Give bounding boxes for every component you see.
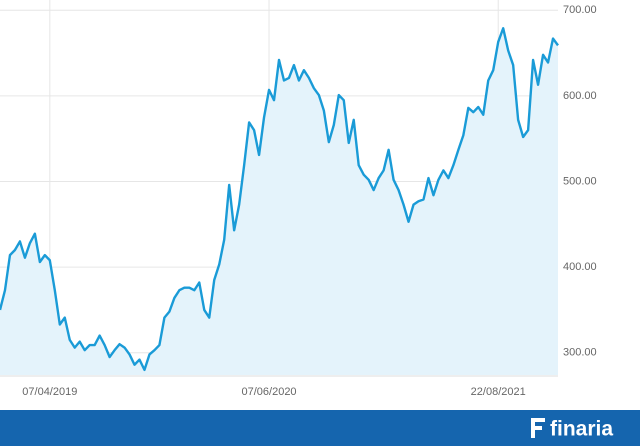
y-tick-label: 500.00 — [563, 175, 597, 187]
y-tick-label: 700.00 — [563, 4, 597, 16]
price-line — [0, 27, 559, 372]
y-tick-label: 400.00 — [563, 261, 597, 273]
area-fill — [0, 28, 558, 375]
brand-logo — [531, 418, 545, 438]
logo-bar — [531, 426, 542, 430]
x-tick-label: 07/04/2019 — [22, 386, 77, 398]
y-tick-label: 600.00 — [563, 90, 597, 102]
x-tick-label: 22/08/2021 — [471, 386, 526, 398]
brand-name: finaria — [550, 418, 613, 441]
footer-bar — [0, 410, 640, 446]
x-tick-label: 07/06/2020 — [242, 386, 297, 398]
y-tick-label: 300.00 — [563, 347, 597, 359]
logo-bar — [531, 418, 545, 422]
